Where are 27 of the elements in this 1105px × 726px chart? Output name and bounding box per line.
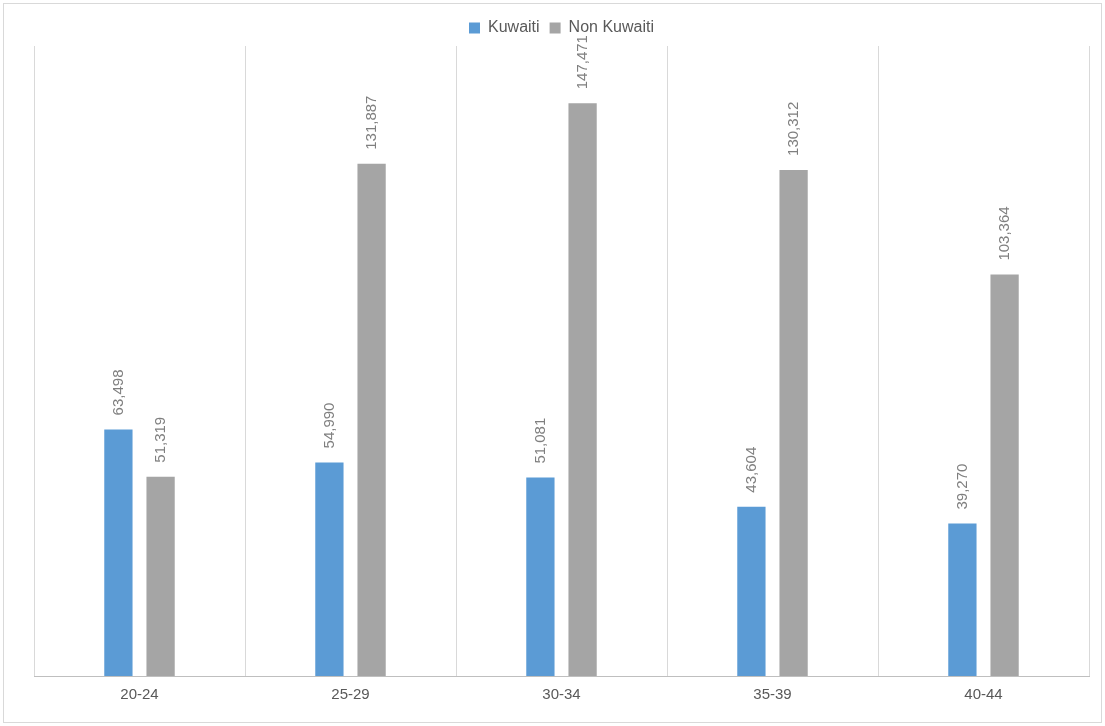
data-label: 147,471 <box>572 35 590 90</box>
bar <box>948 523 977 676</box>
bar <box>526 477 555 676</box>
bar <box>104 429 133 676</box>
bar <box>737 506 766 676</box>
data-label: 103,364 <box>994 206 1012 261</box>
x-tick-label: 20-24 <box>120 685 159 703</box>
x-tick-label: 30-34 <box>542 685 581 703</box>
data-label: 131,887 <box>361 95 379 150</box>
bar <box>568 103 597 676</box>
bar <box>990 274 1019 676</box>
data-label: 63,498 <box>108 369 126 416</box>
data-label: 51,081 <box>530 417 548 464</box>
x-tick-label: 25-29 <box>331 685 370 703</box>
bar <box>357 163 386 676</box>
data-label: 39,270 <box>952 463 970 510</box>
legend-label: Kuwaiti <box>488 18 540 36</box>
legend-label: Non Kuwaiti <box>568 18 654 36</box>
data-label: 54,990 <box>319 402 337 449</box>
bar <box>779 169 808 676</box>
bar <box>146 476 175 676</box>
x-tick-label: 40-44 <box>964 685 1003 703</box>
data-label: 43,604 <box>741 446 759 493</box>
bar <box>315 462 344 676</box>
data-label: 130,312 <box>783 101 801 156</box>
data-label: 51,319 <box>150 416 168 463</box>
x-tick-label: 35-39 <box>753 685 792 703</box>
